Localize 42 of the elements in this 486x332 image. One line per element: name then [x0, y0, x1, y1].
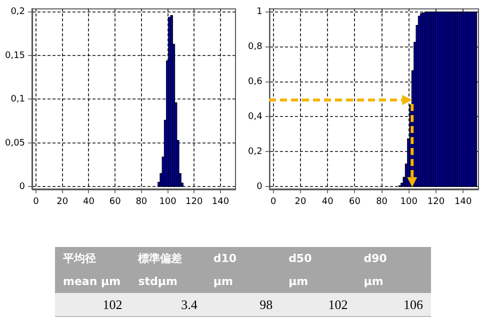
- x-tick-label: 40: [322, 196, 334, 207]
- x-tick-label: 80: [376, 196, 388, 207]
- text: 標準偏差: [130, 247, 206, 270]
- x-tick-label: 20: [56, 196, 68, 207]
- x-tick-label: 0: [270, 196, 277, 207]
- y-tick-label: 0: [19, 182, 26, 192]
- x-tick-label: 140: [454, 196, 472, 207]
- y-tick-label: 0,05: [4, 138, 26, 148]
- x-tick-label: 120: [186, 196, 204, 207]
- x-tick-label: 100: [159, 196, 177, 207]
- text: d10: [205, 247, 281, 270]
- y-tick-label: 0,1: [10, 94, 26, 105]
- text: 98: [205, 293, 281, 316]
- x-tick-label: 120: [427, 196, 445, 207]
- x-tick-label: 40: [82, 196, 95, 207]
- text: 3.4: [130, 293, 206, 316]
- text: 平均径: [55, 247, 130, 270]
- x-tick-label: 80: [136, 196, 148, 207]
- y-tick-label: 0,4: [248, 112, 263, 122]
- x-tick-label: 20: [294, 196, 306, 207]
- x-tick-label: 60: [348, 196, 361, 207]
- text: 106: [356, 293, 431, 316]
- text: stdμm: [130, 270, 206, 293]
- text: mean μm: [55, 270, 130, 293]
- y-tick-label: 0,2: [248, 146, 262, 157]
- x-tick-label: 140: [212, 196, 230, 207]
- text: μm: [205, 270, 281, 293]
- y-tick-label: 1: [256, 7, 262, 18]
- y-tick-label: 0: [256, 182, 263, 192]
- text: 102: [280, 293, 356, 316]
- y-tick-label: 0,15: [4, 50, 26, 61]
- x-tick-label: 100: [400, 196, 418, 207]
- text: 102: [55, 293, 130, 316]
- text: μm: [280, 270, 356, 293]
- text: μm: [356, 270, 431, 293]
- y-tick-label: 0,2: [10, 7, 26, 18]
- x-tick-label: 0: [33, 196, 40, 207]
- x-tick-label: 60: [109, 196, 122, 207]
- text: d90: [356, 247, 431, 270]
- text: d50: [280, 247, 356, 270]
- y-tick-label: 0,6: [248, 77, 263, 88]
- y-tick-label: 0,8: [248, 42, 263, 52]
